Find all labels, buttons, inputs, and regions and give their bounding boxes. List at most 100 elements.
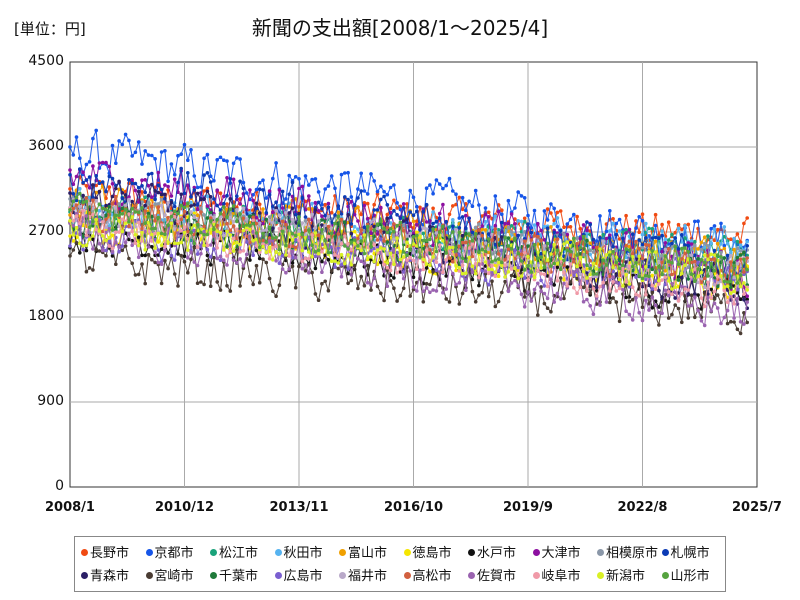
data-point xyxy=(663,241,668,245)
data-point xyxy=(562,281,566,286)
data-point xyxy=(81,208,85,213)
data-point xyxy=(562,225,566,229)
data-point xyxy=(735,232,740,236)
legend-label: 富山市 xyxy=(348,546,388,561)
data-point xyxy=(208,180,213,184)
data-point xyxy=(424,286,429,290)
legend-marker xyxy=(274,549,282,556)
data-point xyxy=(241,216,246,220)
data-point xyxy=(307,183,311,187)
data-point xyxy=(693,292,697,296)
data-point xyxy=(228,233,233,237)
data-point xyxy=(94,247,98,252)
data-point xyxy=(624,309,628,314)
data-point xyxy=(680,233,684,237)
data-point xyxy=(588,241,592,245)
data-point xyxy=(634,296,638,300)
data-point xyxy=(280,206,285,210)
data-point xyxy=(143,253,147,258)
data-point xyxy=(120,142,125,147)
data-point xyxy=(153,260,157,265)
legend-label: 松江市 xyxy=(219,546,259,561)
legend-label: 千葉市 xyxy=(219,569,259,584)
data-point xyxy=(732,261,736,265)
data-point xyxy=(310,270,314,275)
data-point xyxy=(470,289,475,294)
data-point xyxy=(84,178,89,182)
data-point xyxy=(349,272,354,277)
data-point xyxy=(532,234,537,238)
data-point xyxy=(320,207,324,211)
y-tick-label: 1800 xyxy=(28,308,64,324)
data-point xyxy=(264,211,269,215)
data-point xyxy=(375,232,380,236)
data-point xyxy=(310,224,314,229)
data-point xyxy=(392,262,396,267)
data-point xyxy=(621,236,625,241)
data-point xyxy=(451,189,455,193)
data-point xyxy=(225,284,229,288)
data-point xyxy=(274,200,278,204)
data-point xyxy=(68,191,72,195)
data-point xyxy=(431,191,435,196)
legend-label: 長野市 xyxy=(90,546,130,561)
data-point xyxy=(562,232,566,237)
legend-label: 佐賀市 xyxy=(477,569,517,584)
data-point xyxy=(693,267,697,271)
data-point xyxy=(186,158,190,162)
data-point xyxy=(725,280,730,284)
data-point xyxy=(454,264,458,268)
data-point xyxy=(680,292,684,296)
data-point xyxy=(653,235,658,240)
data-point xyxy=(277,188,282,192)
data-point xyxy=(680,275,684,280)
data-point xyxy=(235,240,239,245)
data-point xyxy=(630,264,635,269)
data-point xyxy=(732,289,736,294)
data-point xyxy=(153,189,157,193)
data-point xyxy=(195,232,200,236)
data-point xyxy=(545,258,550,263)
data-point xyxy=(666,220,671,224)
data-point xyxy=(594,289,599,293)
data-point xyxy=(228,177,233,181)
data-point xyxy=(451,245,455,250)
data-point xyxy=(509,224,514,228)
data-point xyxy=(627,227,632,232)
data-point xyxy=(549,252,553,256)
data-point xyxy=(732,320,736,324)
data-point xyxy=(284,243,288,248)
data-point xyxy=(300,248,305,253)
data-point xyxy=(97,189,102,194)
data-point xyxy=(503,263,507,268)
data-point xyxy=(264,250,269,255)
data-point xyxy=(205,152,210,157)
data-point xyxy=(382,189,386,194)
data-point xyxy=(647,283,651,288)
data-point xyxy=(398,257,403,262)
data-point xyxy=(385,265,390,270)
data-point xyxy=(146,245,151,249)
data-point xyxy=(591,245,596,250)
data-point xyxy=(408,231,413,236)
data-point xyxy=(257,245,262,250)
data-point xyxy=(650,295,655,300)
data-point xyxy=(568,252,573,257)
data-point xyxy=(408,188,413,193)
data-point xyxy=(742,257,746,262)
data-point xyxy=(392,183,396,187)
data-point xyxy=(522,276,527,280)
data-point xyxy=(617,266,622,271)
data-point xyxy=(742,311,746,315)
data-point xyxy=(477,228,481,232)
data-point xyxy=(467,248,471,253)
data-point xyxy=(202,173,206,177)
data-point xyxy=(421,267,426,272)
data-point xyxy=(699,280,704,285)
data-point xyxy=(585,267,589,271)
data-point xyxy=(166,251,170,255)
data-point xyxy=(293,175,298,179)
data-point xyxy=(222,194,226,199)
data-point xyxy=(464,208,468,213)
data-point xyxy=(195,207,200,212)
